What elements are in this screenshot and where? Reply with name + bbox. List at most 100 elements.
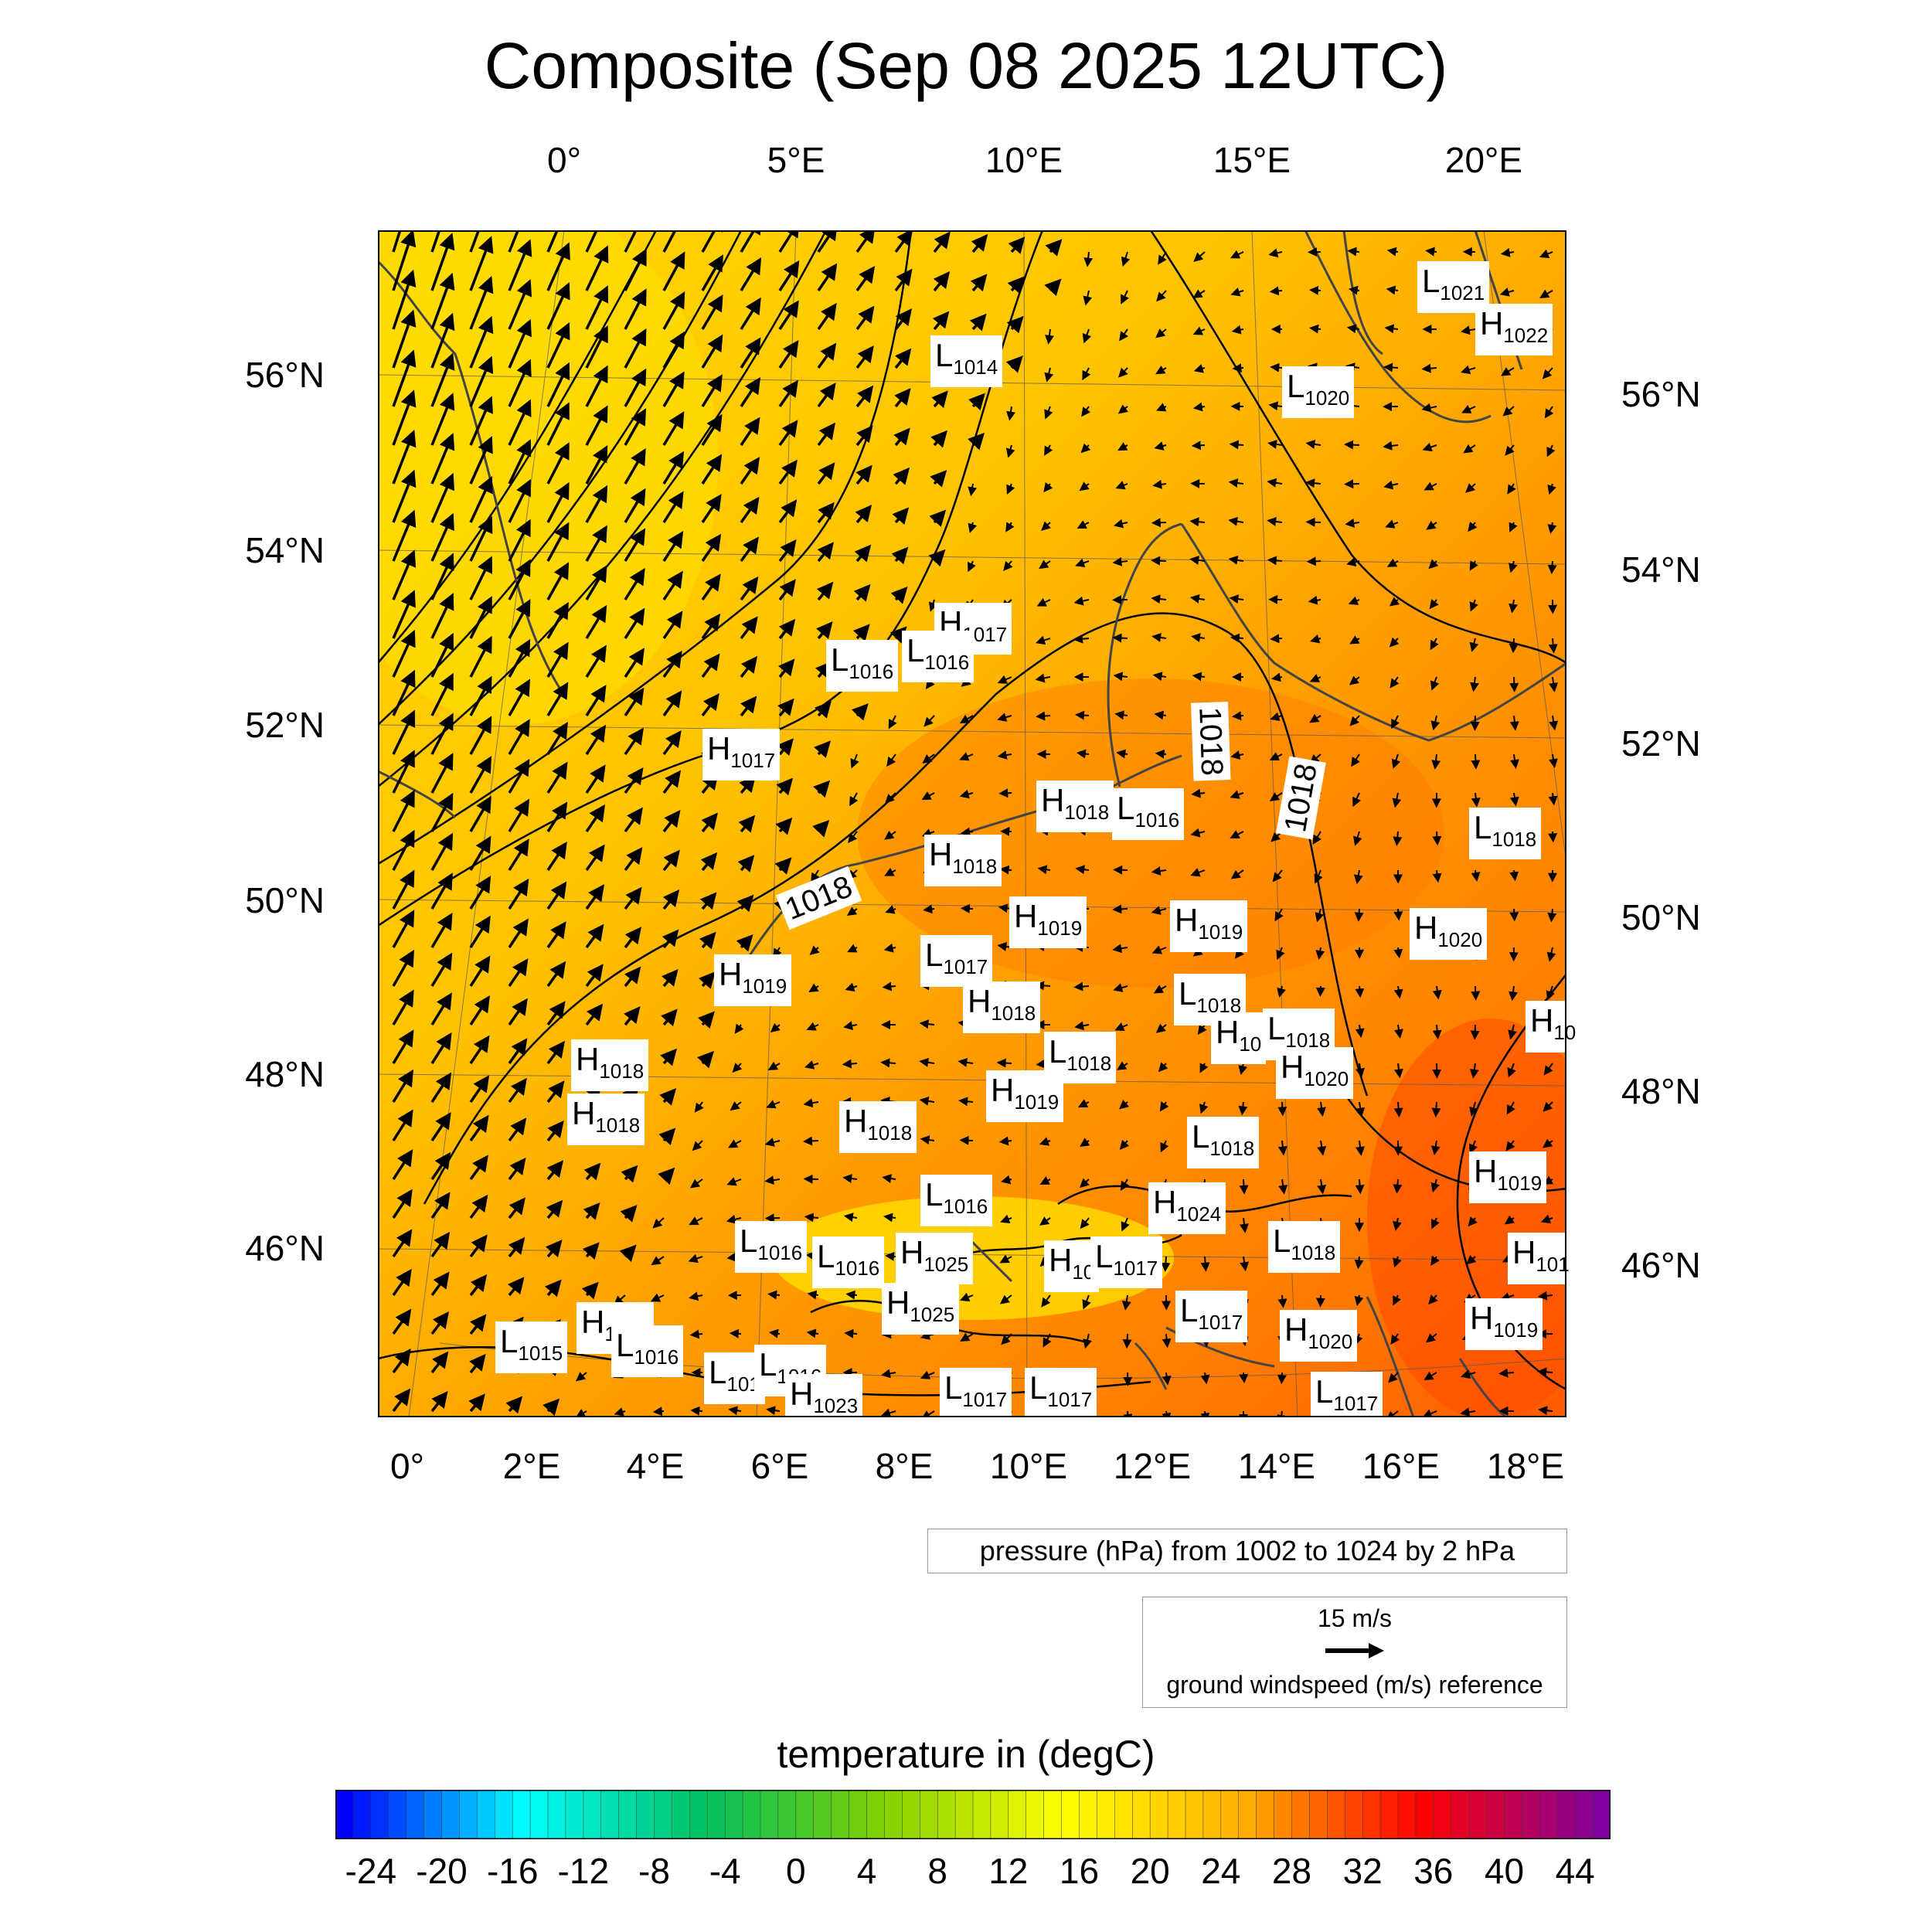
wind-arrow <box>931 390 948 409</box>
wind-arrow <box>624 447 646 485</box>
wind-arrow <box>546 1120 564 1142</box>
wind-arrow <box>1422 1409 1437 1417</box>
wind-arrow <box>662 230 677 253</box>
wind-arrow <box>888 715 897 730</box>
wind-arrow <box>1274 908 1284 922</box>
wind-arrow <box>1348 285 1360 295</box>
wind-arrow <box>689 1291 703 1301</box>
weather-map[interactable]: L1021 H1022 L1014 L1020 H1017 L1016 L101… <box>378 230 1581 1426</box>
colorbar-cell <box>1238 1790 1257 1839</box>
wind-arrow <box>508 519 531 562</box>
wind-arrow <box>849 792 859 807</box>
colorbar-cell <box>618 1790 638 1839</box>
wind-arrow <box>662 968 679 988</box>
wind-arrow <box>575 1409 587 1417</box>
wind-arrow <box>546 841 567 871</box>
pressure-high-label: H10 <box>1211 1012 1267 1064</box>
pressure-low-label: L1018 <box>1187 1117 1260 1168</box>
wind-arrow <box>740 457 760 485</box>
wind-arrow <box>740 696 757 717</box>
wind-arrow <box>997 675 1012 684</box>
wind-arrow <box>430 1032 452 1064</box>
wind-arrow <box>1119 1139 1130 1150</box>
wind-arrow <box>1268 248 1283 258</box>
wind-arrow <box>1426 1333 1437 1343</box>
wind-arrow <box>1073 981 1090 992</box>
wind-arrow <box>430 512 454 562</box>
wind-arrow <box>1041 521 1051 532</box>
wind-arrow <box>1228 516 1244 526</box>
wind-arrow <box>740 536 760 563</box>
wind-arrow <box>1035 673 1051 683</box>
wind-arrow <box>508 399 532 446</box>
wind-arrow <box>1121 290 1129 304</box>
pressure-low-label: L1016 <box>902 631 975 682</box>
pressure-high-label: H1018 <box>839 1101 917 1153</box>
wind-arrow <box>469 515 493 562</box>
wind-arrow <box>774 857 792 875</box>
wind-arrow <box>923 904 935 914</box>
wind-arrow <box>585 1003 604 1026</box>
wind-arrow <box>1310 634 1321 644</box>
wind-arrow <box>778 459 798 485</box>
wind-arrow <box>508 1197 526 1219</box>
wind-arrow <box>1044 444 1053 456</box>
wind-arrow <box>778 230 800 253</box>
pressure-high-label: H1019 <box>1465 1298 1543 1350</box>
colorbar-cell <box>1114 1790 1134 1839</box>
isobar-label: 1018 <box>1191 702 1231 781</box>
wind-arrow <box>855 305 875 331</box>
wind-arrow <box>968 560 976 573</box>
wind-arrow <box>1355 1024 1365 1039</box>
wind-arrow <box>662 570 683 600</box>
wind-arrow <box>1080 1217 1090 1230</box>
wind-arrow <box>1547 908 1557 923</box>
wind-arrow <box>1463 444 1476 454</box>
wind-arrow <box>778 499 798 524</box>
wind-arrow <box>583 1162 601 1181</box>
wind-arrow <box>1079 1178 1090 1189</box>
wind-arrow <box>884 830 896 840</box>
colorbar-tick-label: -24 <box>345 1851 397 1891</box>
wind-arrow <box>894 388 911 408</box>
wind-arrow <box>1430 638 1439 651</box>
wind-arrow <box>768 1328 781 1338</box>
pressure-high-label: H1018 <box>924 835 1002 886</box>
colorbar-cell <box>1132 1790 1151 1839</box>
wind-arrow <box>430 233 455 291</box>
colorbar-tick-label: 32 <box>1342 1851 1383 1891</box>
wind-arrow <box>1543 1138 1553 1148</box>
wind-arrow <box>624 248 647 291</box>
wind-arrow <box>929 509 947 528</box>
wind-arrow <box>1076 749 1090 759</box>
colorbar-cell <box>813 1790 832 1839</box>
wind-arrow <box>1155 328 1167 338</box>
wind-arrow <box>1542 367 1553 379</box>
colorbar-tick-label: 40 <box>1484 1851 1525 1891</box>
wind-reference-legend: 15 m/s ground windspeed (m/s) reference <box>1142 1597 1567 1708</box>
wind-arrow <box>662 690 682 717</box>
wind-arrow <box>971 233 988 253</box>
colorbar-cell <box>1220 1790 1240 1839</box>
pressure-high-label: H1020 <box>1276 1047 1354 1099</box>
wind-arrow <box>469 955 491 987</box>
wind-arrow <box>920 1135 935 1145</box>
wind-arrow <box>1230 869 1244 879</box>
wind-arrow <box>430 553 454 600</box>
colorbar-tick-label: -8 <box>638 1851 670 1891</box>
wind-arrow <box>1543 1063 1553 1076</box>
wind-arrow <box>624 528 646 562</box>
wind-arrow <box>740 576 759 601</box>
wind-arrow <box>1549 753 1558 769</box>
wind-arrow <box>1509 522 1518 532</box>
wind-arrow <box>546 761 568 794</box>
wind-arrow <box>881 1369 896 1379</box>
wind-arrow <box>1461 404 1476 413</box>
wind-arrow <box>546 402 570 446</box>
wind-arrow <box>1240 1256 1250 1272</box>
wind-arrow <box>958 1097 974 1107</box>
wind-arrow <box>1083 1333 1092 1349</box>
wind-arrow <box>546 881 567 910</box>
wind-arrow <box>624 230 638 253</box>
wind-arrow <box>546 481 570 523</box>
